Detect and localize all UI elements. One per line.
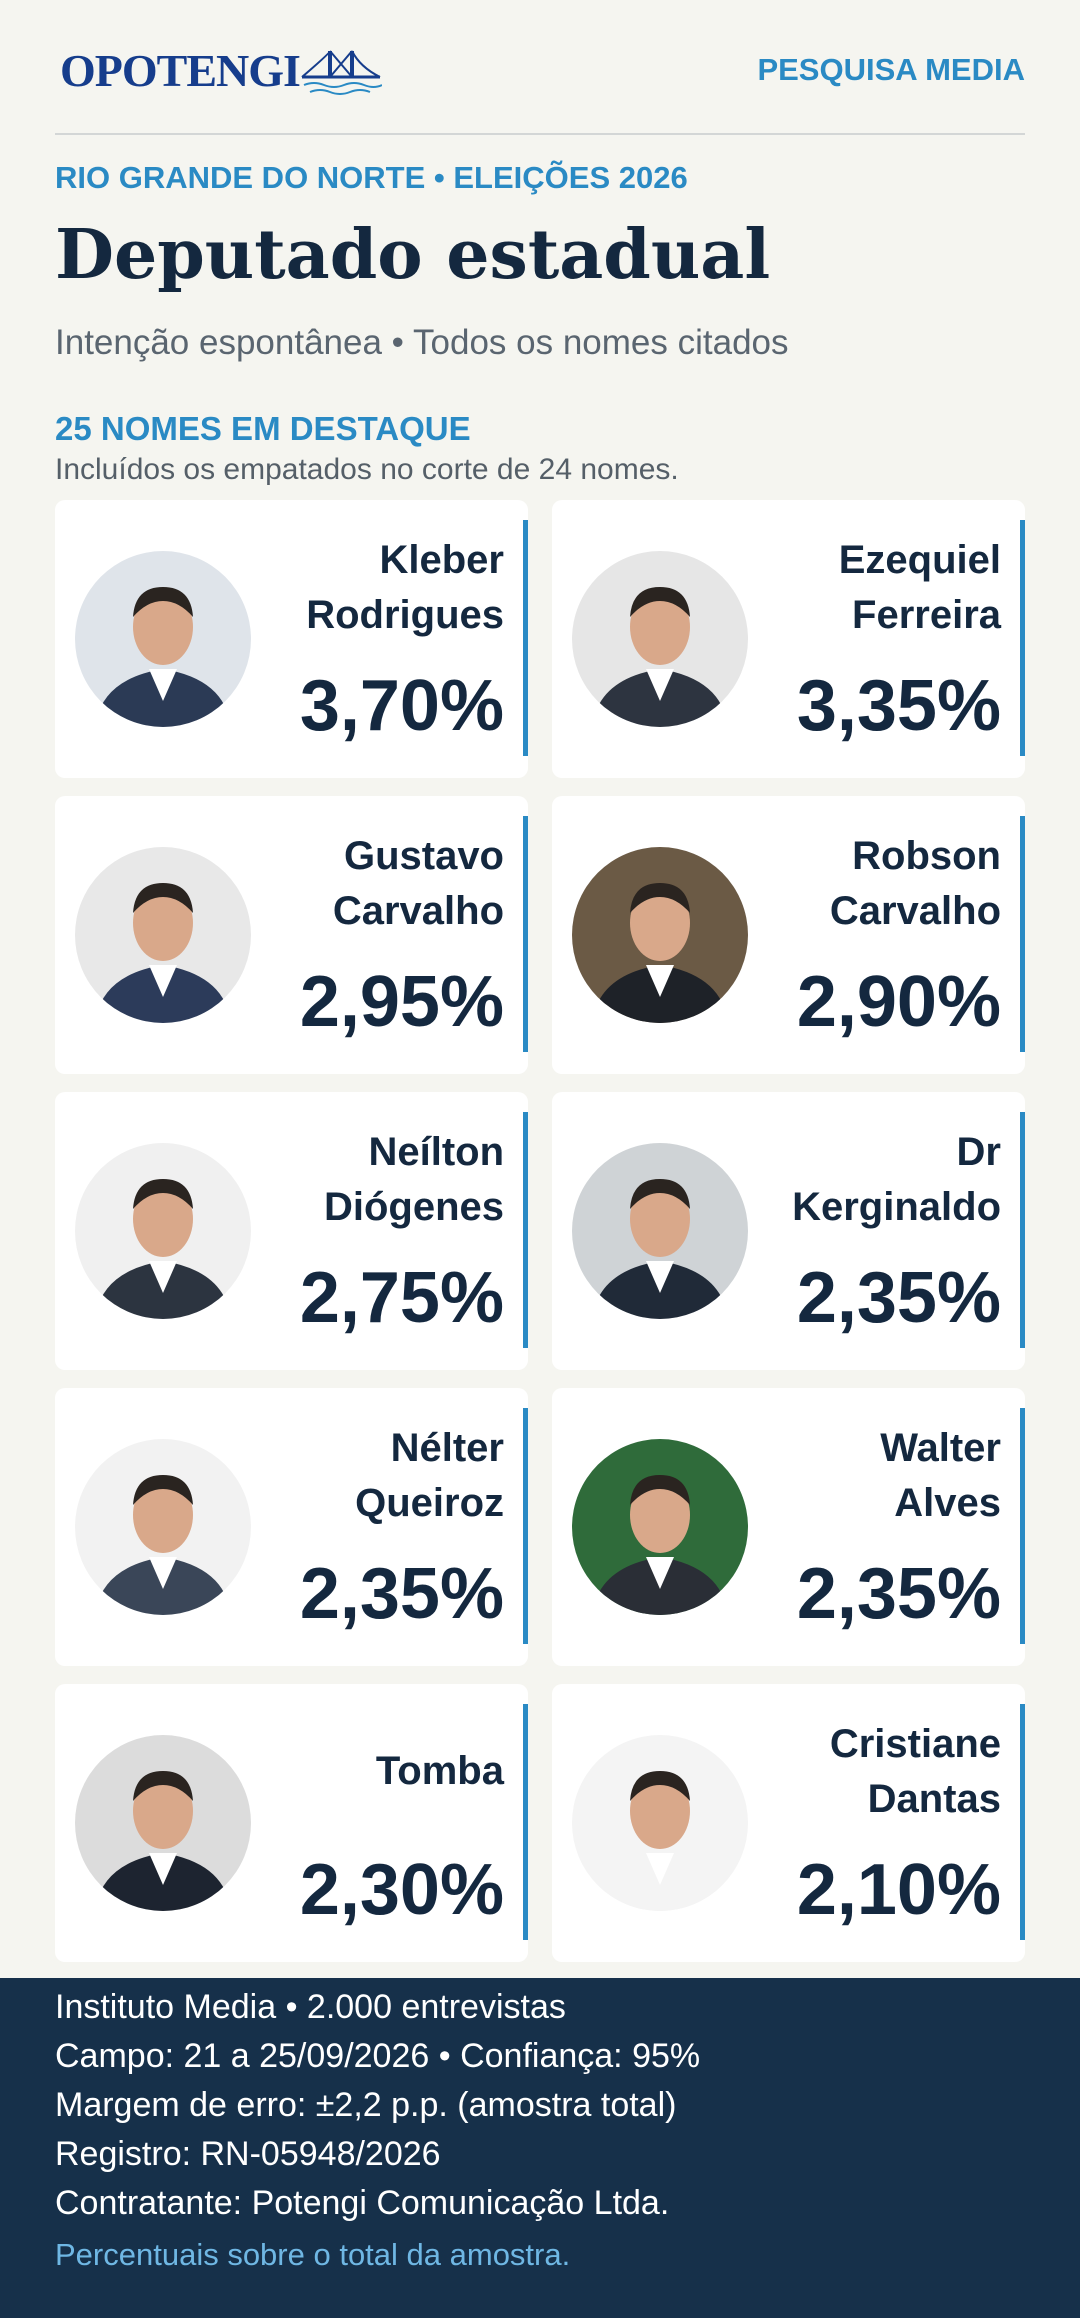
candidate-name: Tomba <box>375 1749 504 1793</box>
title: Deputado estadual <box>55 215 771 295</box>
candidate-card: Dr Kerginaldo 2,35% <box>552 1092 1025 1370</box>
subtitle: Intenção espontânea • Todos os nomes cit… <box>55 323 789 362</box>
footer-note: Percentuais sobre o total da amostra. <box>55 2237 571 2272</box>
candidate-photo <box>75 1439 251 1615</box>
candidate-card: Ezequiel Ferreira 3,35% <box>552 500 1025 778</box>
accent-bar <box>523 520 528 756</box>
logo-icon <box>301 49 382 95</box>
footer-line: Campo: 21 a 25/09/2026 • Confiança: 95% <box>55 2037 701 2075</box>
logo: OPOTENGI <box>60 44 382 97</box>
candidate-name: Gustavo Carvalho <box>332 833 504 933</box>
candidate-percent: 2,35% <box>299 1554 504 1634</box>
candidate-name: Robson Carvalho <box>829 833 1001 933</box>
candidate-photo <box>75 847 251 1023</box>
candidate-percent: 2,95% <box>299 962 504 1042</box>
candidate-name: Nélter Queiroz <box>355 1425 504 1525</box>
candidate-card: Gustavo Carvalho 2,95% <box>55 796 528 1074</box>
candidate-photo <box>572 1735 748 1911</box>
candidate-percent: 3,70% <box>299 666 504 746</box>
candidate-photo <box>75 551 251 727</box>
candidate-percent: 2,10% <box>796 1850 1001 1930</box>
accent-bar <box>523 1408 528 1644</box>
candidate-card: Nélter Queiroz 2,35% <box>55 1388 528 1666</box>
footer-line: Margem de erro: ±2,2 p.p. (amostra total… <box>55 2086 677 2124</box>
candidate-name: Kleber Rodrigues <box>306 537 504 637</box>
candidate-card: Walter Alves 2,35% <box>552 1388 1025 1666</box>
candidate-name: Ezequiel Ferreira <box>838 537 1001 637</box>
candidate-percent: 2,90% <box>796 962 1001 1042</box>
candidate-photo <box>572 1439 748 1615</box>
footer-line: Registro: RN-05948/2026 <box>55 2135 441 2173</box>
kicker: RIO GRANDE DO NORTE • ELEIÇÕES 2026 <box>55 160 688 195</box>
footer-line: Instituto Media • 2.000 entrevistas <box>55 1988 566 2026</box>
candidate-photo <box>572 847 748 1023</box>
accent-bar <box>1020 520 1025 756</box>
accent-bar <box>523 816 528 1052</box>
section-note: Incluídos os empatados no corte de 24 no… <box>55 453 679 486</box>
candidate-card: Cristiane Dantas 2,10% <box>552 1684 1025 1962</box>
candidate-card: Tomba 2,30% <box>55 1684 528 1962</box>
candidate-name: Walter Alves <box>880 1425 1001 1525</box>
candidate-photo <box>572 551 748 727</box>
accent-bar <box>523 1112 528 1348</box>
logo-text: OPOTENGI <box>60 45 301 96</box>
candidate-percent: 2,35% <box>796 1554 1001 1634</box>
accent-bar <box>1020 1408 1025 1644</box>
candidate-name: Dr Kerginaldo <box>792 1129 1001 1229</box>
accent-bar <box>1020 1112 1025 1348</box>
candidate-percent: 3,35% <box>796 666 1001 746</box>
candidate-card: Kleber Rodrigues 3,70% <box>55 500 528 778</box>
candidate-card: Neílton Diógenes 2,75% <box>55 1092 528 1370</box>
footer-line: Contratante: Potengi Comunicação Ltda. <box>55 2184 670 2222</box>
candidate-card: Robson Carvalho 2,90% <box>552 796 1025 1074</box>
accent-bar <box>1020 1704 1025 1940</box>
accent-bar <box>523 1704 528 1940</box>
header-tag: PESQUISA MEDIA <box>757 52 1025 87</box>
candidate-percent: 2,35% <box>796 1258 1001 1338</box>
candidate-name: Neílton Diógenes <box>323 1129 504 1229</box>
accent-bar <box>1020 816 1025 1052</box>
footer: Instituto Media • 2.000 entrevistas Campo… <box>0 1978 1080 2318</box>
candidate-percent: 2,75% <box>299 1258 504 1338</box>
candidate-photo <box>75 1735 251 1911</box>
section-heading: 25 NOMES EM DESTAQUE <box>55 410 471 447</box>
candidate-photo <box>572 1143 748 1319</box>
candidate-photo <box>75 1143 251 1319</box>
candidate-percent: 2,30% <box>299 1850 504 1930</box>
candidate-name: Cristiane Dantas <box>829 1721 1001 1821</box>
divider <box>55 133 1025 135</box>
